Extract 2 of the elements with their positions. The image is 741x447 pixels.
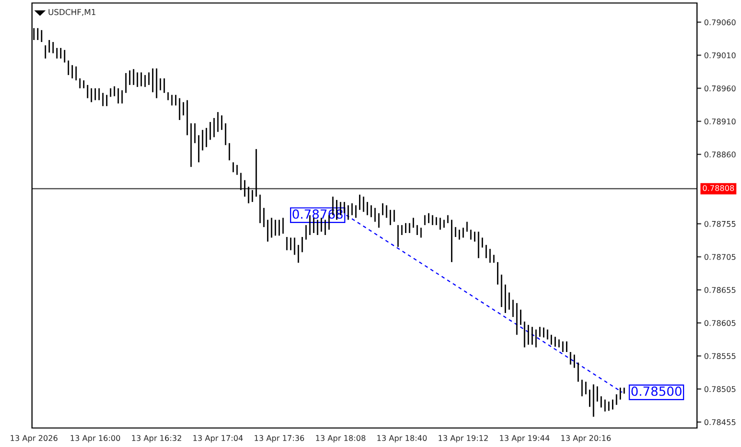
annotation: 0.78500 — [631, 386, 682, 396]
text: USDCHF,M1 — [48, 9, 96, 16]
